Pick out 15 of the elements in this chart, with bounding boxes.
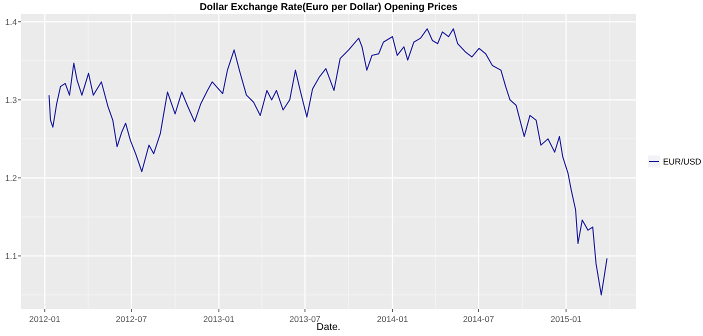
line-series bbox=[48, 28, 608, 296]
y-tick-label: 1.3 bbox=[5, 94, 18, 105]
x-tick-label: 2015-01 bbox=[550, 314, 582, 324]
y-tick-label: 1.1 bbox=[5, 250, 18, 261]
x-tick-label: 2012-07 bbox=[116, 314, 148, 324]
chart-title: Dollar Exchange Rate(Euro per Dollar) Opening Prices bbox=[200, 2, 458, 13]
x-tick-label: 2013-01 bbox=[203, 314, 235, 324]
x-tick-label: 2014-07 bbox=[462, 314, 494, 324]
x-tick-label: 2014-01 bbox=[376, 314, 408, 324]
x-tick-label: 2012-01 bbox=[29, 314, 61, 324]
legend-label: EUR/USD bbox=[663, 156, 702, 166]
y-tick-label: 1.4 bbox=[5, 16, 18, 27]
y-tick-label: 1.2 bbox=[5, 172, 18, 183]
x-tick-label: 2013-07 bbox=[289, 314, 321, 324]
x-axis-title: Date. bbox=[316, 322, 340, 333]
